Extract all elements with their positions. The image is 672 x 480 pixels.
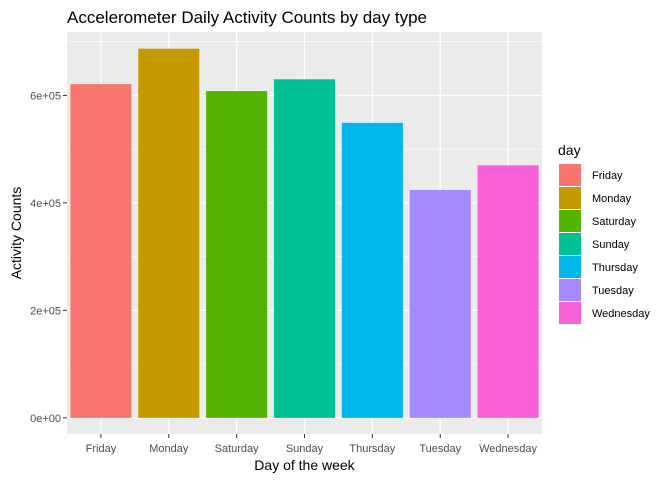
legend: day Friday Monday Saturday Sunday Thursday Tu… [558, 142, 650, 324]
chart-title: Accelerometer Daily Activity Counts by d… [67, 8, 427, 27]
legend-label: Thursday [592, 262, 638, 274]
x-axis-title: Day of the week [254, 457, 355, 473]
bar-saturday [206, 91, 268, 418]
bar-monday [138, 48, 200, 418]
legend-title: day [558, 142, 581, 158]
legend-items: Friday Monday Saturday Sunday Thursday Tuesda… [559, 164, 650, 324]
legend-label: Saturday [592, 216, 637, 228]
x-tick-label: Friday [86, 443, 117, 455]
legend-key-wednesday [559, 302, 581, 324]
legend-key-friday [559, 164, 581, 186]
x-tick-label: Monday [149, 443, 189, 455]
legend-label: Wednesday [592, 308, 650, 320]
y-tick-label: 0e+00 [30, 413, 61, 425]
y-tick-label: 4e+05 [30, 198, 61, 210]
legend-key-tuesday [559, 279, 581, 301]
bar-friday [70, 84, 132, 418]
legend-key-monday [559, 187, 581, 209]
legend-key-saturday [559, 210, 581, 232]
legend-key-thursday [559, 256, 581, 278]
x-tick-label: Thursday [349, 443, 395, 455]
x-tick-label: Saturday [215, 443, 260, 455]
bar-tuesday [409, 190, 471, 418]
y-tick-label: 2e+05 [30, 305, 61, 317]
y-axis: 0e+00 2e+05 4e+05 6e+05 [30, 90, 67, 425]
bars [70, 48, 539, 418]
y-axis-title: Activity Counts [8, 187, 24, 280]
legend-label: Tuesday [592, 285, 634, 297]
bar-sunday [273, 79, 336, 418]
x-tick-label: Sunday [286, 443, 324, 455]
legend-label: Monday [592, 193, 632, 205]
legend-label: Sunday [592, 239, 630, 251]
x-tick-label: Tuesday [419, 443, 461, 455]
x-axis: Friday Monday Saturday Sunday Thursday Tuesda… [86, 434, 538, 455]
x-tick-label: Wednesday [479, 443, 537, 455]
legend-label: Friday [592, 170, 623, 182]
y-tick-label: 6e+05 [30, 90, 61, 102]
legend-key-sunday [559, 233, 581, 255]
bar-thursday [341, 122, 403, 418]
bar-wednesday [477, 165, 539, 418]
